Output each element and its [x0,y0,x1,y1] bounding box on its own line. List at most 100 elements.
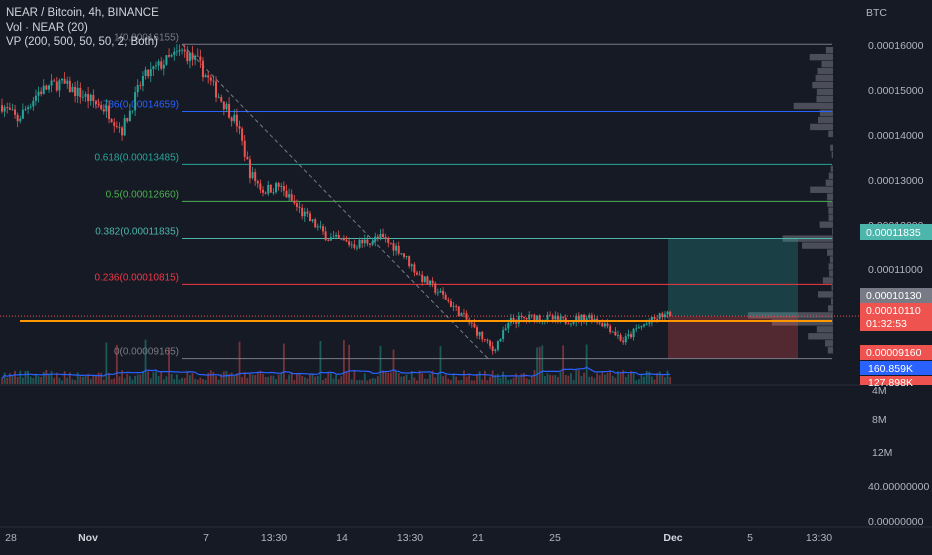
candle-body [298,206,301,208]
volume-bar [585,344,588,384]
volume-bar [590,376,593,384]
volume-bar [444,374,447,384]
candle-body [512,317,515,322]
volume-profile-bar [827,249,833,256]
volume-bar [371,377,374,384]
volume-bar [580,376,583,384]
volume-bar [160,371,163,384]
volume-bar [525,378,528,384]
candle-body [259,183,262,190]
volume-bar [329,371,332,384]
volume-bar [173,379,176,384]
volume-bar [16,377,19,384]
candle-body [319,226,322,228]
candle-body [653,317,656,319]
candle-body [622,340,625,343]
volume-bar [382,370,384,384]
volume-bar [379,345,382,384]
volume-bar [58,378,61,384]
current-price-label: 0.00010110 [866,305,921,317]
volume-bar [465,376,468,384]
symbol-title[interactable]: NEAR / Bitcoin, 4h, BINANCE [6,7,159,19]
candle-body [269,184,272,193]
volume-bar [53,377,56,384]
fib-level-label: 0.786(0.00014659) [94,100,179,111]
volume-bar [97,372,100,384]
candle-body [102,109,105,112]
candle-body [152,66,155,70]
volume-bar [577,370,580,384]
candle-body [327,240,330,242]
volume-bar [400,376,403,384]
candle-body [569,323,572,325]
candle-body [397,245,400,254]
candle-body [113,122,116,126]
candle-body [183,49,186,52]
candle-body [272,192,275,194]
volume-bar [236,373,238,384]
volume-profile-bar [825,46,833,54]
volume-bar [520,373,523,384]
volume-bar [100,372,103,384]
candle-body [502,330,505,339]
candle-body [332,236,335,238]
long-position-tool[interactable] [668,238,798,359]
volume-profile-indicator-label[interactable]: VP (200, 500, 50, 50, 2, Both) [6,36,158,48]
volume-indicator-label[interactable]: Vol · NEAR (20) [6,21,88,34]
candle-body [376,236,379,239]
time-axis[interactable]: 28 Nov 7 13:30 14 13:30 21 25 Dec 5 13:3… [5,532,832,544]
volume-bar [293,380,296,384]
candle-body [434,283,437,293]
candle-body [1,105,3,112]
volume-bar [546,373,549,384]
time-label: 13:30 [806,532,832,544]
candle-body [170,54,173,57]
candle-countdown: 01:32:53 [866,318,907,330]
fibonacci-retracement[interactable]: 1(0.00016155) 0.786(0.00014659) 0.618(0.00… [94,32,832,360]
candle-body [136,85,139,93]
candle-body [53,80,56,82]
volume-bar [369,379,371,384]
candle-body [478,331,481,336]
position-stop-zone [668,316,798,359]
volume-bar [609,370,612,384]
candle-body [661,313,664,318]
candle-body [68,80,71,93]
diagonal-trend-line[interactable] [181,43,489,359]
volume-bar [572,379,575,384]
volume-bar [27,370,29,384]
candle-body [29,106,32,108]
candle-body [71,86,74,93]
volume-bar [570,373,572,384]
time-label: 14 [336,532,348,544]
candle-body [353,244,356,248]
volume-bar [343,339,345,384]
volume-bar [249,373,251,384]
volume-bar [439,346,442,384]
candle-body [439,290,442,293]
candle-body [460,313,463,317]
volume-bar [507,380,510,384]
volume-bar [269,375,272,384]
candle-body [614,331,617,336]
volume-bar [376,376,379,384]
volume-bar [619,372,622,384]
candle-body [262,189,264,193]
current-price-tag [860,303,932,331]
volume-bar [162,379,165,384]
volume-bar [157,375,160,384]
fib-level-label: 0.382(0.00011835) [95,227,179,238]
volume-profile-bar [817,291,833,298]
candle-body [601,323,604,327]
lower-pane-axis[interactable]: 4M 8M 12M 40.00000000 0.00000000 [868,385,929,528]
volume-bar [32,378,35,384]
price-axis[interactable]: BTC 0.00016000 0.00015000 0.00014000 0.0… [860,7,932,389]
volume-bar [617,371,619,384]
volume-bar [48,374,50,384]
volume-bar [183,377,186,384]
candle-body [308,213,311,222]
volume-bar [126,373,129,384]
volume-bar [666,370,669,384]
candle-body [162,64,165,69]
